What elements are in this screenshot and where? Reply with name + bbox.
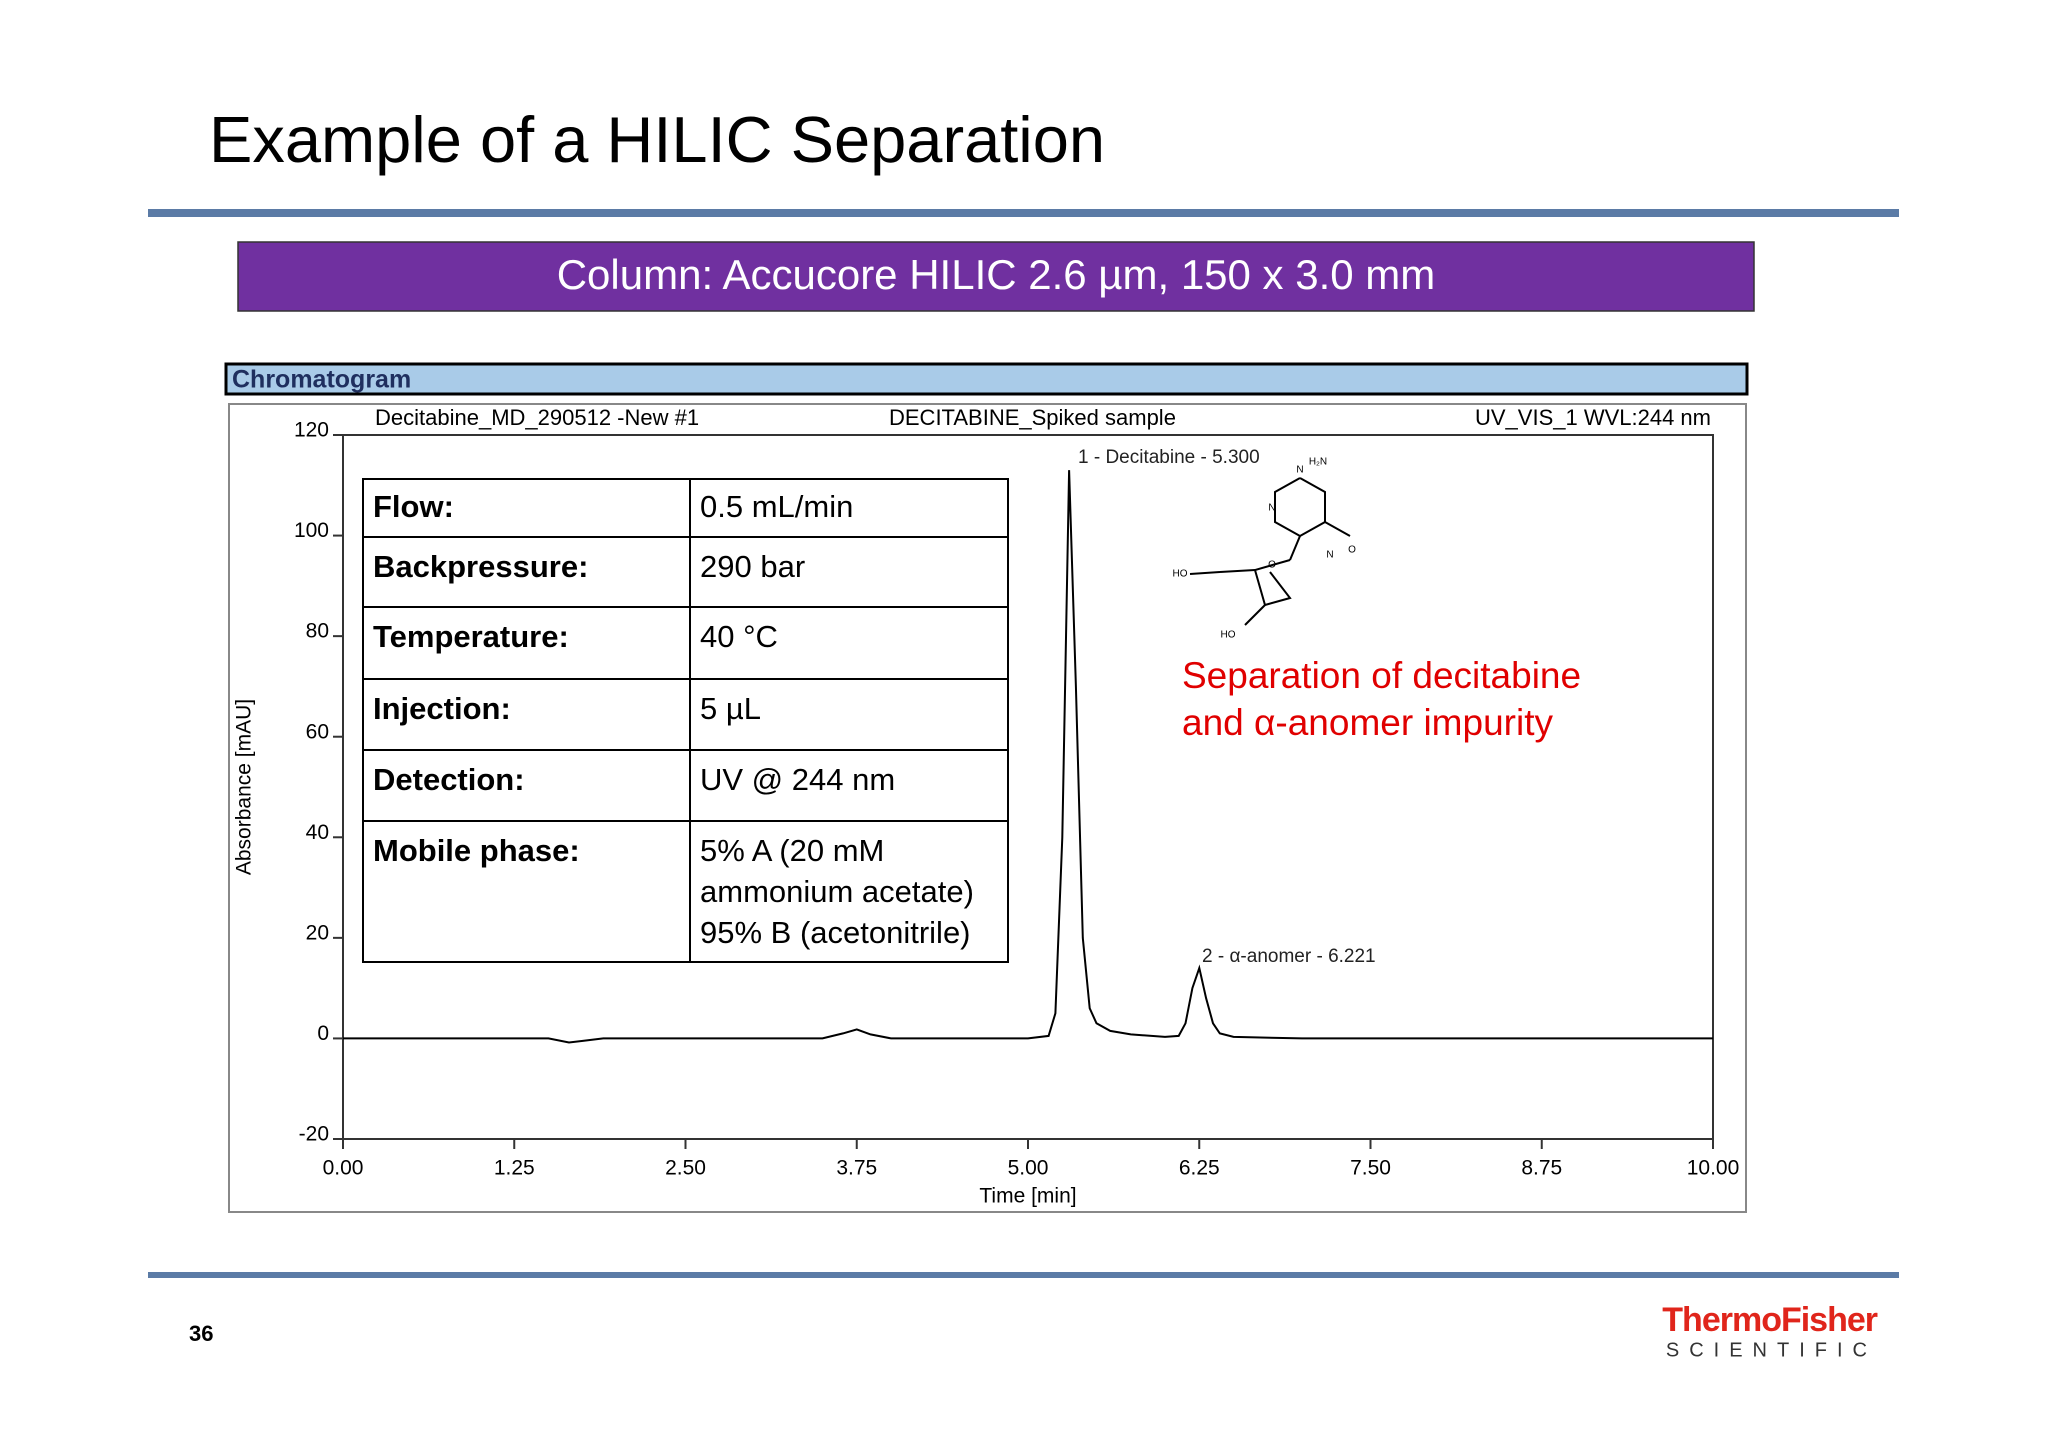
table-value: ammonium acetate) [700,874,974,909]
x-tick-label: 0.00 [323,1157,364,1180]
table-value: 40 °C [700,619,778,654]
x-tick-label: 10.00 [1687,1157,1740,1180]
table-value: 95% B (acetonitrile) [700,915,971,950]
y-tick-label: 20 [306,921,329,944]
table-label: Injection: [373,691,511,726]
table-value: 5% A (20 mM [700,833,884,868]
x-tick-label: 5.00 [1008,1157,1049,1180]
atom-label: O [1268,560,1276,571]
x-tick-label: 1.25 [494,1157,535,1180]
note: and α-anomer impurity [1182,702,1553,743]
banner-text: Column: Accucore HILIC 2.6 µm, 150 x 3.0… [557,251,1436,298]
table-label: Flow: [373,489,454,524]
y-tick-label: 120 [294,419,329,442]
structure: H₂N N N N O O HO HO [1173,457,1357,641]
table-frame [362,478,1009,963]
panel-header [224,362,1749,396]
y-tick-label: -20 [299,1123,329,1146]
table-label: Backpressure: [373,549,588,584]
banner [237,241,1755,312]
logo: ThermoFisher [1662,1301,1877,1339]
x-tick-label: 7.50 [1350,1157,1391,1180]
table-label: Temperature: [373,619,569,654]
atom-label: H₂N [1309,457,1327,468]
rule [148,209,1899,217]
y-tick-label: 100 [294,519,329,542]
peak-label: 1 - Decitabine - 5.300 [1078,447,1260,468]
logo-sub: SCIENTIFIC [1666,1339,1877,1361]
table: Flow: 0.5 mL/min Backpressure: 290 bar Tempe… [362,478,1009,963]
x-tick-label: 3.75 [836,1157,877,1180]
x-tick-label: 8.75 [1521,1157,1562,1180]
y-tick-label: 60 [306,720,329,743]
y-tick-label: 80 [306,620,329,643]
chart-header: Decitabine_MD_290512 -New #1 [375,405,699,430]
bond [1324,521,1351,537]
table-label: Mobile phase: [373,833,580,868]
chart: Decitabine_MD_290512 -New #1 DECITABINE_S… [233,405,1740,1208]
note: Separation of decitabine [1182,655,1581,696]
bond [1244,604,1266,626]
x-tick-label: 6.25 [1179,1157,1220,1180]
page-number: 36 [189,1321,213,1346]
atom-label: HO [1173,569,1188,580]
atom-label: HO [1221,630,1236,641]
panel-title: Chromatogram [232,366,411,394]
table-label: Detection: [373,762,525,797]
table-value: 0.5 mL/min [700,489,853,524]
rule [148,1272,1899,1278]
atom-label: N [1326,550,1333,561]
table-value: 5 µL [700,691,761,726]
peak-label: 2 - α-anomer - 6.221 [1202,946,1376,967]
y-tick-label: 40 [306,821,329,844]
chart-header: UV_VIS_1 WVL:244 nm [1475,405,1711,430]
bond [1189,571,1221,575]
y-axis-label: Absorbance [mAU] [233,699,256,875]
chart-header: DECITABINE_Spiked sample [889,405,1176,430]
table-value: UV @ 244 nm [700,762,895,797]
table-value: 290 bar [700,549,805,584]
slide-title: Example of a HILIC Separation [209,103,1105,176]
bond [1219,569,1256,573]
bond [1289,535,1301,561]
atom-label: N [1268,503,1275,514]
trace [343,470,1713,1044]
atom-label: N [1296,465,1303,476]
x-tick-label: 2.50 [665,1157,706,1180]
y-tick-label: 0 [317,1022,329,1045]
x-axis-label: Time [min] [979,1185,1076,1208]
atom-label: O [1348,545,1356,556]
